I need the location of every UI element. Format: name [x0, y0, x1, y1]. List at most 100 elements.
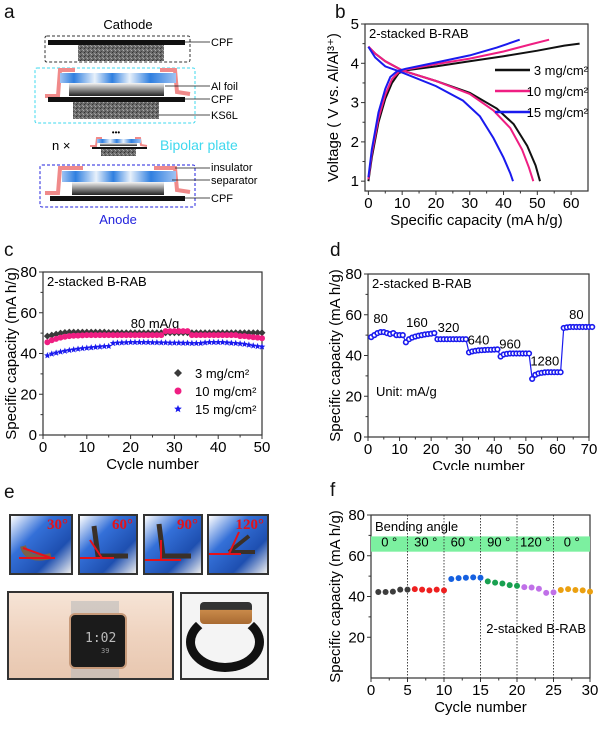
data-point — [494, 346, 501, 353]
data-point — [389, 588, 396, 595]
data-point — [543, 589, 550, 596]
data-point — [188, 339, 196, 347]
data-point — [249, 342, 257, 349]
segment-angle-label: 90 ° — [487, 535, 510, 550]
y-tick-label: 20 — [348, 629, 365, 646]
legend-label: 15 mg/cm² — [527, 105, 589, 120]
data-point — [382, 589, 389, 596]
data-point — [92, 328, 100, 336]
data-point — [237, 333, 244, 340]
data-point — [241, 340, 248, 347]
data-point — [110, 332, 117, 339]
data-point — [206, 332, 213, 339]
legend-label: 3 mg/cm² — [534, 63, 589, 78]
bend-angle-label: 30° — [47, 517, 68, 533]
x-tick-label: 50 — [254, 439, 271, 456]
data-point — [197, 332, 204, 339]
y-tick-label: 0 — [29, 427, 37, 444]
data-point — [250, 334, 257, 341]
data-point — [399, 332, 406, 339]
data-point — [157, 339, 165, 346]
data-point — [92, 343, 99, 350]
y-tick-label: 20 — [345, 388, 362, 405]
data-point — [162, 339, 169, 346]
data-point — [87, 344, 95, 351]
callout-al-foil: Al foil — [211, 81, 238, 93]
legend-marker — [174, 387, 182, 395]
series-line-discharge — [367, 46, 514, 182]
data-point — [149, 339, 156, 346]
data-point — [484, 578, 491, 585]
x-tick-label: 40 — [486, 441, 503, 458]
data-point — [166, 339, 174, 346]
bend-photo-30: 30° — [9, 514, 73, 575]
data-point — [245, 333, 252, 340]
data-point — [529, 375, 536, 383]
cathode-box — [44, 35, 191, 63]
data-point — [236, 340, 244, 347]
callout-insulator: insulator — [211, 162, 253, 174]
data-point — [78, 328, 86, 336]
data-point — [419, 586, 426, 593]
chart-b-voltage-profile: 0 10 20 30 40 50 60 1 2 3 4 5 Specific capacity (mA … — [325, 16, 589, 229]
data-point — [448, 575, 455, 582]
data-point — [228, 339, 235, 346]
rate-label: 80 mA/g — [131, 316, 179, 331]
data-point — [61, 347, 69, 354]
y-tick-label: 40 — [345, 348, 362, 365]
bend-photo-90: 90° — [143, 514, 203, 575]
data-point — [572, 586, 579, 593]
data-point — [153, 339, 161, 346]
data-point — [96, 328, 104, 336]
data-point — [557, 369, 564, 376]
data-point — [74, 345, 82, 352]
bend-angle-label: 120° — [235, 517, 265, 533]
data-point — [506, 582, 513, 589]
bend-angle-mark-icon — [209, 531, 255, 555]
bending-angle-band — [371, 536, 590, 552]
y-tick-label: 60 — [20, 305, 37, 322]
legend-label: 15 mg/cm² — [195, 402, 257, 417]
bipolar-ks6l — [73, 102, 159, 119]
data-point — [114, 339, 121, 346]
panel-label-a: a — [4, 2, 15, 23]
data-point — [219, 332, 226, 339]
data-point — [87, 328, 95, 336]
al-foil — [69, 83, 164, 96]
data-point — [70, 346, 77, 353]
chart-annotation: 2-stacked B-RAB — [47, 274, 147, 289]
data-point — [201, 339, 209, 346]
rate-label: 80 — [373, 311, 387, 326]
x-tick-label: 0 — [367, 682, 375, 699]
data-point — [223, 339, 231, 346]
x-tick-label: 20 — [423, 441, 440, 458]
watch-band-curved — [186, 612, 264, 672]
data-point — [136, 338, 143, 346]
data-point — [131, 338, 139, 346]
anode-title: Anode — [99, 212, 137, 227]
x-tick-label: 50 — [518, 441, 535, 458]
data-point — [589, 323, 596, 331]
x-tick-label: 30 — [454, 441, 471, 458]
data-point — [525, 350, 533, 357]
data-point — [426, 587, 433, 594]
data-point — [144, 338, 152, 346]
data-point — [75, 332, 82, 339]
data-point — [145, 332, 152, 339]
data-point — [441, 587, 447, 594]
data-point — [61, 329, 69, 337]
segment-angle-label: 0 ° — [564, 535, 580, 550]
data-point — [57, 329, 65, 337]
x-tick-label: 30 — [582, 682, 599, 699]
data-point — [153, 332, 160, 339]
x-tick-label: 60 — [563, 195, 580, 212]
data-point — [241, 333, 248, 340]
data-point — [66, 333, 73, 340]
x-tick-label: 30 — [461, 195, 478, 212]
data-point — [404, 586, 411, 593]
data-point — [162, 328, 169, 335]
x-tick-label: 0 — [39, 439, 47, 456]
data-point — [375, 589, 382, 596]
data-point — [557, 586, 564, 593]
y-axis-label: Voltage ( V vs. Al/Al³⁺) — [325, 33, 342, 182]
